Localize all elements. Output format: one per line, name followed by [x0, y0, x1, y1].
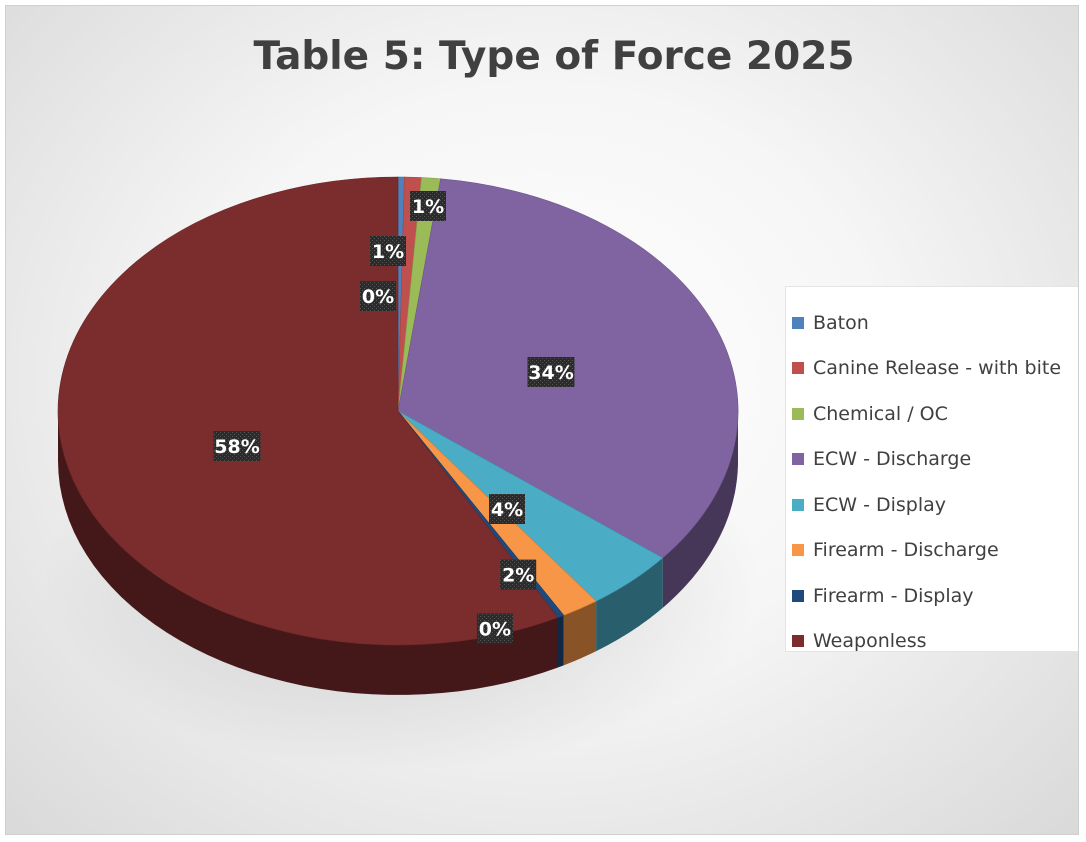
- pie-sides: [58, 411, 738, 695]
- legend-item-ecw-discharge: ECW - Discharge: [786, 437, 1078, 483]
- svg-text:0%: 0%: [362, 286, 394, 308]
- data-label-ecw-display: 4%: [489, 494, 525, 524]
- legend-swatch: [792, 589, 804, 602]
- slice-side-weaponless: [58, 411, 558, 695]
- legend-item-chemical-oc: Chemical / OC: [786, 391, 1078, 437]
- legend-swatch: [792, 498, 804, 511]
- chart-area: Table 5: Type of Force 2025 0% 1% 1% 34% 4% 2…: [5, 5, 1079, 835]
- legend-swatch: [792, 453, 804, 466]
- data-label-firearm-discharge: 2%: [500, 559, 537, 590]
- data-label-ecw-discharge: 34%: [527, 357, 575, 387]
- legend-item-weaponless: Weaponless: [786, 619, 1078, 665]
- chart-title: Table 5: Type of Force 2025: [253, 34, 855, 79]
- legend-item-ecw-display: ECW - Display: [786, 482, 1078, 528]
- data-labels: 0% 1% 1% 34% 4% 2% 0% 58%: [213, 191, 575, 644]
- slice-side-firearm-display: [558, 615, 564, 668]
- legend-label: Firearm - Display: [813, 584, 974, 607]
- svg-text:1%: 1%: [412, 196, 444, 218]
- slice-weaponless: [57, 176, 559, 646]
- legend-label: Firearm - Discharge: [813, 539, 999, 562]
- legend-label: ECW - Discharge: [813, 448, 972, 471]
- slice-side-ecw-discharge: [662, 411, 738, 608]
- legend: Baton Canine Release - with bite Chemical …: [785, 286, 1078, 652]
- legend-swatch: [792, 362, 804, 375]
- legend-swatch: [792, 635, 804, 648]
- svg-text:0%: 0%: [479, 618, 511, 640]
- legend-item-canine-release-with-bite: Canine Release - with bite: [786, 346, 1078, 392]
- data-label-baton: 0%: [360, 281, 396, 311]
- data-label-canine-release-with-bite: 1%: [370, 236, 406, 266]
- legend-item-baton: Baton: [786, 300, 1078, 346]
- legend-label: Baton: [813, 311, 869, 334]
- legend-label: ECW - Display: [813, 493, 947, 516]
- svg-text:1%: 1%: [372, 241, 404, 263]
- data-label-chemical-oc: 1%: [410, 191, 446, 221]
- svg-text:58%: 58%: [214, 436, 259, 458]
- legend-label: Weaponless: [813, 630, 927, 653]
- legend-swatch: [792, 407, 804, 420]
- svg-text:34%: 34%: [528, 362, 573, 384]
- legend-item-firearm-discharge: Firearm - Discharge: [786, 528, 1078, 574]
- pie-chart: 0% 1% 1% 34% 4% 2% 0% 58%: [41, 176, 761, 771]
- legend-swatch: [792, 544, 804, 557]
- svg-text:2%: 2%: [502, 565, 534, 587]
- slice-side-firearm-discharge: [563, 601, 597, 666]
- slice-side-ecw-display: [596, 557, 663, 652]
- data-label-firearm-display: 0%: [476, 613, 513, 644]
- legend-swatch: [792, 316, 804, 329]
- legend-label: Chemical / OC: [813, 402, 948, 425]
- legend-label: Canine Release - with bite: [813, 357, 1062, 380]
- legend-item-firearm-display: Firearm - Display: [786, 573, 1078, 619]
- svg-text:4%: 4%: [491, 499, 523, 521]
- data-label-weaponless: 58%: [213, 431, 261, 461]
